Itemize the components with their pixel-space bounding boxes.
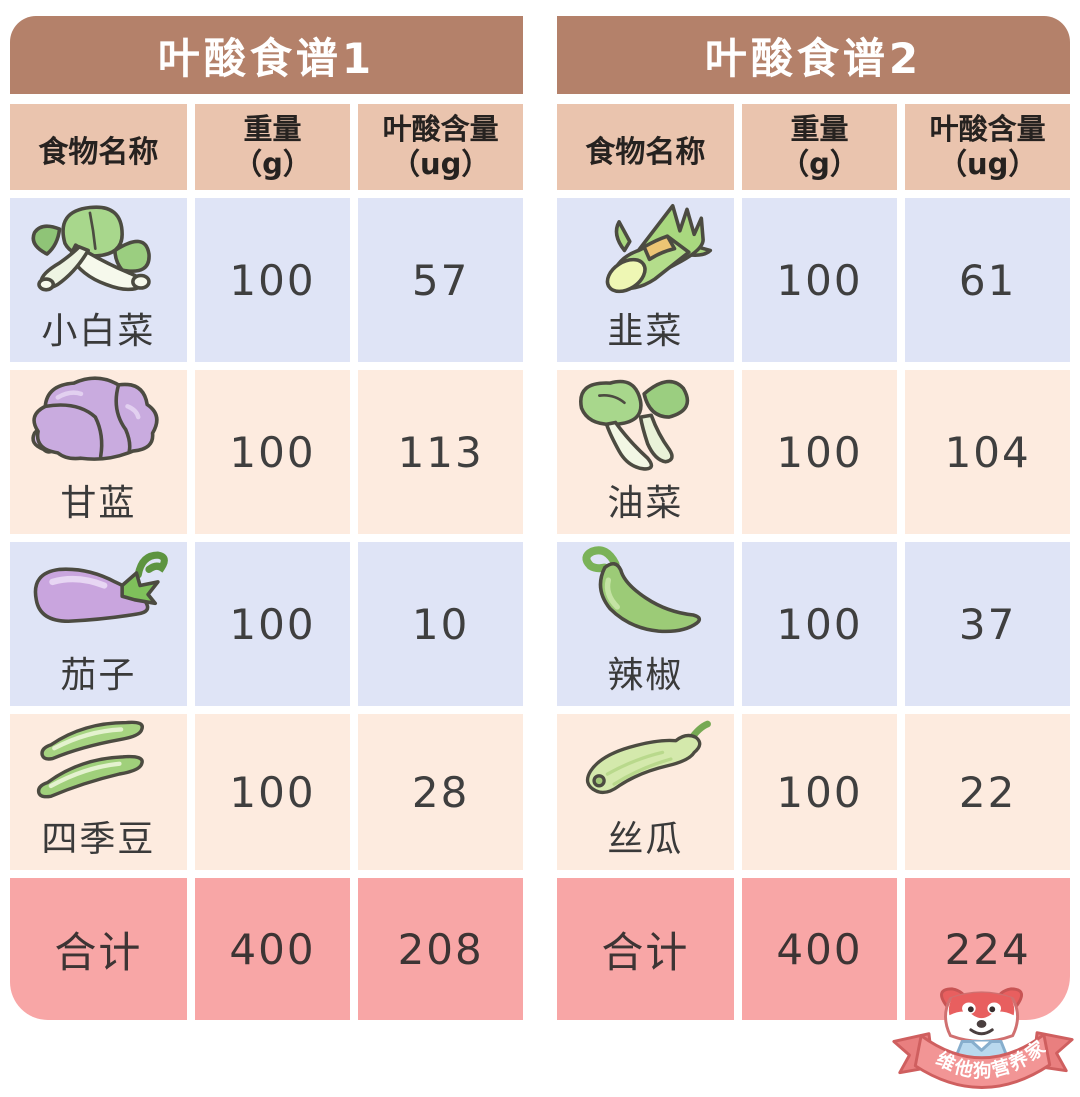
folate-cell: 61 (905, 198, 1070, 362)
column-header-food-name: 食物名称 (557, 104, 734, 190)
recipe-table-2: 叶酸食谱2 食物名称 重量 （g） 叶酸含量 （ug） (557, 16, 1070, 1020)
food-name-label: 四季豆 (41, 819, 156, 860)
weight-cell: 100 (741, 370, 898, 534)
weight-header-line1: 重量 (790, 111, 849, 146)
food-name-label: 茄子 (60, 655, 137, 696)
total-label-cell: 合计 (557, 878, 734, 1020)
weight-cell: 100 (194, 714, 351, 870)
folate-cell: 104 (905, 370, 1070, 534)
weight-header-line2: （g） (780, 147, 859, 181)
food-name-label: 丝瓜 (607, 819, 684, 860)
total-folate-cell: 208 (358, 878, 523, 1020)
column-header-food-name: 食物名称 (10, 104, 187, 190)
food-name-label: 油菜 (607, 483, 684, 524)
food-name-label: 辣椒 (607, 655, 684, 696)
total-weight-cell: 400 (194, 878, 351, 1020)
weight-header-line1: 重量 (243, 111, 302, 146)
column-header-folate: 叶酸含量 （ug） (358, 104, 523, 190)
folate-cell: 22 (905, 714, 1070, 870)
food-name-label: 甘蓝 (60, 483, 137, 524)
loofah-icon (586, 720, 712, 795)
food-cell: 小白菜 (10, 198, 187, 362)
folate-header-line1: 叶酸含量 (929, 111, 1046, 146)
weight-cell: 100 (741, 542, 898, 706)
food-cell: 油菜 (557, 370, 734, 534)
food-cell: 四季豆 (10, 714, 187, 870)
recipe-1-title: 叶酸食谱1 (10, 16, 523, 94)
total-weight-cell: 400 (741, 878, 898, 1020)
food-cell: 茄子 (10, 542, 187, 706)
folate-cell: 10 (358, 542, 523, 706)
food-name-label: 韭菜 (607, 311, 684, 352)
folate-cell: 37 (905, 542, 1070, 706)
weight-cell: 100 (194, 198, 351, 362)
chives-icon (606, 203, 713, 294)
folate-cell: 28 (358, 714, 523, 870)
folate-header-line1: 叶酸含量 (382, 111, 499, 146)
recipe-table-1: 叶酸食谱1 食物名称 重量 （g） 叶酸含量 （ug） (10, 16, 523, 1020)
purple-cabbage-icon (31, 376, 159, 461)
rape-greens-icon (579, 379, 690, 471)
recipe-1-grid: 食物名称 重量 （g） 叶酸含量 （ug） (10, 104, 523, 1020)
folate-header-line2: （ug） (937, 147, 1038, 181)
column-header-weight: 重量 （g） (741, 104, 898, 190)
chili-pepper-icon (582, 546, 702, 634)
eggplant-icon (34, 551, 169, 624)
total-label-cell: 合计 (10, 878, 187, 1020)
bok-choy-icon (31, 205, 152, 292)
weight-cell: 100 (741, 714, 898, 870)
recipe-2-title: 叶酸食谱2 (557, 16, 1070, 94)
food-cell: 辣椒 (557, 542, 734, 706)
food-cell: 丝瓜 (557, 714, 734, 870)
green-beans-icon (37, 720, 145, 799)
column-header-folate: 叶酸含量 （ug） (905, 104, 1070, 190)
weight-header-line2: （g） (233, 147, 312, 181)
tables-container: 叶酸食谱1 食物名称 重量 （g） 叶酸含量 （ug） (10, 16, 1070, 1020)
folate-cell: 113 (358, 370, 523, 534)
food-name-label: 小白菜 (41, 311, 156, 352)
food-cell: 甘蓝 (10, 370, 187, 534)
column-header-weight: 重量 （g） (194, 104, 351, 190)
folate-cell: 57 (358, 198, 523, 362)
recipe-2-grid: 食物名称 重量 （g） 叶酸含量 （ug） (557, 104, 1070, 1020)
weight-cell: 100 (741, 198, 898, 362)
weight-cell: 100 (194, 542, 351, 706)
food-cell: 韭菜 (557, 198, 734, 362)
weight-cell: 100 (194, 370, 351, 534)
folate-header-line2: （ug） (390, 147, 491, 181)
dog-mascot-icon: 维他狗营养家 (892, 987, 1074, 1089)
